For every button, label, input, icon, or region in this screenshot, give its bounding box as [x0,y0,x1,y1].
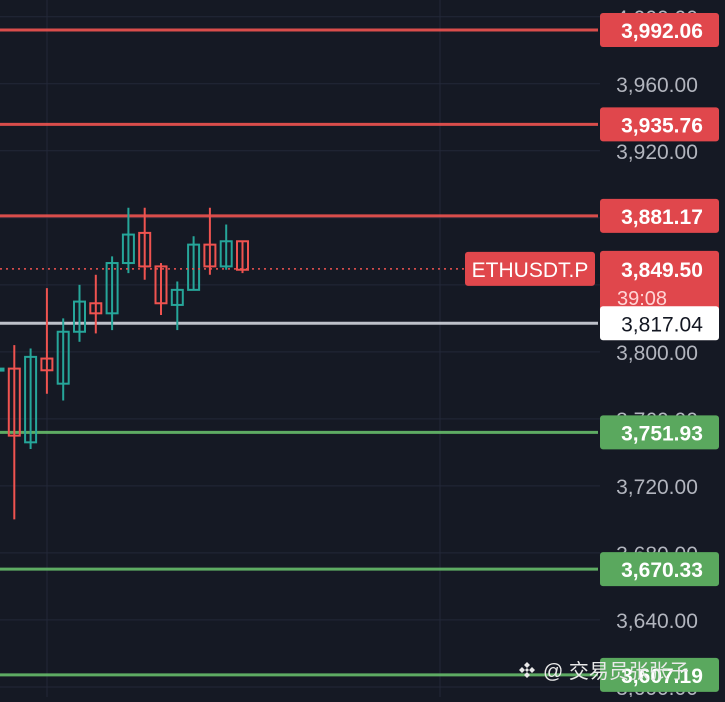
level-label-resistance: 3,992.06 [600,13,719,48]
price-tick-label: 3,920.00 [616,141,698,164]
level-label-text: 3,817.04 [621,313,703,336]
candle [89,274,103,334]
candle [154,263,168,315]
level-lines [0,28,598,677]
candle-body [40,357,54,372]
price-tick-label: 3,960.00 [616,74,698,97]
price-tick-label: 3,640.00 [616,610,698,633]
last-price-marker: ETHUSDT.P 3,849.50 39:08 [0,250,719,313]
watermark-text: @ 交易员张张子 [543,660,689,683]
price-tick-label: 3,720.00 [616,476,698,499]
candle [170,281,184,331]
candle-body [170,288,184,306]
candle [7,345,21,520]
candle [73,284,86,342]
watermark: @ 交易员张张子 [519,660,689,683]
chart-grid [0,0,600,697]
candle-body [187,243,201,291]
level-label-box [600,552,719,587]
binance-logo-icon [519,662,535,678]
level-label-text: 3,670.33 [621,559,703,582]
candle-body [105,262,119,315]
candle [0,367,5,372]
level-label-text: 3,751.93 [621,422,703,445]
level-label-resistance: 3,935.76 [600,107,719,142]
candle [56,318,70,401]
level-label-text: 3,992.06 [621,20,703,43]
price-tick-label: 3,800.00 [616,342,698,365]
candle [203,207,217,275]
candle [24,348,38,450]
candle-body [89,302,103,315]
candle-body [73,300,86,333]
level-label-box [600,415,719,450]
candle [187,236,201,291]
level-label-box [600,198,719,233]
last-price-label: 3,849.50 [621,259,703,282]
level-label-text: 3,935.76 [621,114,703,137]
level-label-text: 3,881.17 [621,206,703,229]
candle-body [138,231,152,268]
candle [138,207,152,280]
countdown-label: 39:08 [617,288,667,310]
candle-body [7,367,21,437]
level-label-box [600,657,719,692]
level-label-box [600,107,719,142]
candle [40,288,54,394]
level-label-box [600,306,719,341]
candle-body [121,233,135,265]
candle-body [236,240,249,271]
level-label-support: 3,751.93 [600,415,719,450]
level-label-box [600,13,719,48]
candles [0,207,249,520]
level-label-text: 3,607.19 [621,665,703,688]
candle [236,240,249,274]
level-label-pivot: 3,817.04 [600,306,719,341]
symbol-label: ETHUSDT.P [472,259,589,282]
candle [105,256,119,331]
candle-body [219,240,233,268]
level-label-support: 3,670.33 [600,552,719,587]
candle [121,207,135,274]
level-label-support: 3,607.19 [600,657,719,692]
symbol-badge [465,251,595,286]
level-label-resistance: 3,881.17 [600,198,719,233]
candle-body [203,243,217,268]
candle-body [154,265,168,305]
candle-body [0,367,5,372]
last-price-box [600,250,719,313]
candle [219,224,233,270]
candle-body [24,355,38,444]
level-labels: 3,992.06 3,935.76 3,881.17 3,817.04 3,751.93… [600,13,719,692]
candle-body [56,330,70,385]
